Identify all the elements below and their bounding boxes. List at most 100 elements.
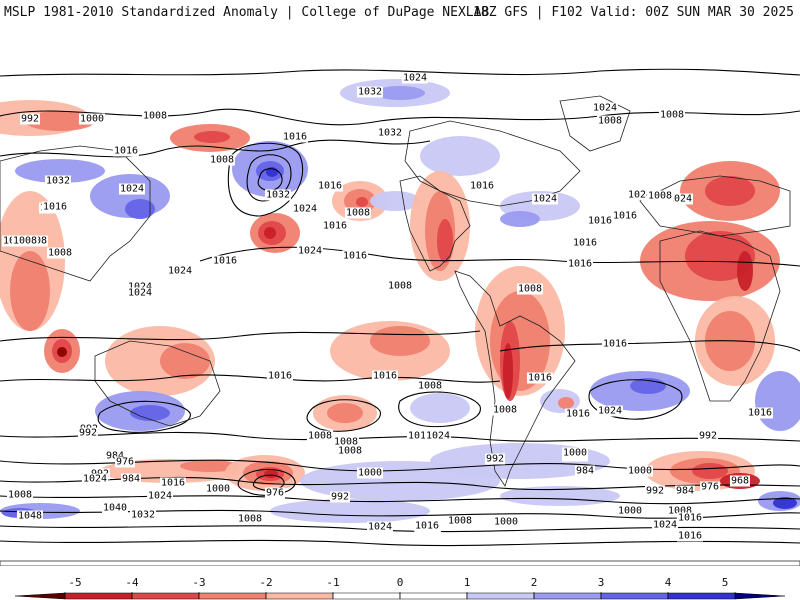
anomaly-cell (500, 486, 620, 506)
isobar-label: 1016 (341, 250, 369, 262)
isobar-label: 992 (77, 427, 99, 439)
isobar-label: 1024 (126, 281, 154, 293)
anomaly-cell (270, 499, 430, 523)
colorbar-segment (64, 592, 133, 600)
colorbar-segment (600, 592, 669, 600)
coastline (454, 270, 576, 487)
anomaly-cell (356, 197, 368, 207)
anomaly-cell (755, 371, 800, 431)
colorbar-graphic (14, 592, 786, 600)
isobar-label: 1008 (141, 110, 169, 122)
isobar-label: 1024 (291, 203, 319, 215)
isobar-label: 1008 (596, 115, 624, 127)
anomaly-cell (503, 343, 513, 399)
isobar-label: 984 (574, 465, 596, 477)
colorbar-tick-label: 3 (597, 576, 605, 589)
anomaly-cell (737, 251, 753, 291)
isobar-label: 1016 (316, 180, 344, 192)
colorbar-tick-label: 4 (664, 576, 672, 589)
isobar-label: 1000 (204, 483, 232, 495)
isobar-label: 984 (104, 450, 126, 462)
isobar-label: 984 (674, 485, 696, 497)
map-panel: 1024 1032 1024 992 1000 1008 1008 1016 1016 1008 1… (0, 41, 800, 566)
isobar-line (306, 399, 381, 432)
isobar-label: 1016 (611, 210, 639, 222)
anomaly-cell (420, 136, 500, 176)
isobar-label: 1008 (236, 513, 264, 525)
isobar-label: 1024 (531, 193, 559, 205)
isobar-label: 1024 (401, 72, 429, 84)
isobar-line (257, 168, 283, 192)
anomaly-cell (773, 497, 797, 509)
isobar-label: 1032 (44, 175, 72, 187)
isobar-label: 1016 (413, 520, 441, 532)
isobar-label: 1024 (81, 473, 109, 485)
isobar-label: 976 (264, 487, 286, 499)
isobar-label: 1024 (166, 265, 194, 277)
isobar-label: 1016 (159, 477, 187, 489)
colorbar-arrow-left (14, 592, 66, 600)
isobar-label: 1008 (386, 280, 414, 292)
isobar-line (97, 400, 191, 433)
colorbar-segment (399, 592, 468, 600)
isobar-label: 992 (697, 430, 719, 442)
isobar-label: 1024 (146, 490, 174, 502)
colorbar-tick-label: 1 (463, 576, 471, 589)
isobar-label: 1024 (366, 521, 394, 533)
isobar-label: 1008 (646, 190, 674, 202)
colorbar-tick-label: -1 (326, 576, 340, 589)
isobar-label: 1032 (264, 189, 292, 201)
colorbar-segment (466, 592, 535, 600)
coastline (0, 145, 151, 282)
colorbar-tick-label: -4 (125, 576, 139, 589)
isobar-label: 1032 (356, 86, 384, 98)
isobar-label: 1024 (651, 519, 679, 531)
isobar-label: 992 (484, 453, 506, 465)
anomaly-cell (15, 159, 105, 183)
coastline (659, 230, 781, 402)
isobar-label: 1000 (616, 505, 644, 517)
coastline (639, 175, 791, 237)
isobar-label: 1032 (376, 127, 404, 139)
chart-title: MSLP 1981-2010 Standardized Anomaly | Co… (4, 5, 490, 20)
anomaly-cell (370, 326, 430, 356)
isobar-label: 1016 (564, 408, 592, 420)
isobar-label: 968 (729, 475, 751, 487)
coastline (0, 560, 800, 566)
isobar-line (0, 431, 800, 442)
anomaly-shading-layer (0, 79, 800, 523)
isobar-label: 1024 (596, 405, 624, 417)
anomaly-cell (437, 219, 453, 263)
isobars-layer (0, 68, 800, 547)
isobar-label: 1008 (516, 283, 544, 295)
isobar-line (0, 539, 800, 547)
isobar-label: 1024 (591, 102, 619, 114)
isobar-label: 1000 (492, 516, 520, 528)
isobar-line (0, 68, 800, 77)
isobar-label: 1008 (666, 505, 694, 517)
colorbar-tick-label: 5 (721, 576, 729, 589)
isobar-label: 1000 (626, 465, 654, 477)
anomaly-cell (410, 393, 470, 423)
isobar-label: 1024 (424, 430, 452, 442)
isobar-label: 1016 (468, 180, 496, 192)
anomaly-cell (264, 227, 276, 239)
isobar-label: 1024 (296, 245, 324, 257)
anomaly-cell (692, 463, 728, 479)
isobar-label: 984 (120, 473, 142, 485)
coastlines-layer (0, 95, 800, 566)
isobar-label: 1024 (126, 287, 154, 299)
isobar-label: 1008 (332, 436, 360, 448)
isobar-line (199, 246, 800, 267)
anomaly-cell (375, 86, 425, 100)
isobar-line (0, 495, 800, 505)
isobar-line (227, 142, 304, 217)
isobar-label: 1008 (46, 247, 74, 259)
isobar-label: 1040 (101, 502, 129, 514)
colorbar-tick-label: -2 (259, 576, 273, 589)
isobar-label: 1032 (129, 509, 157, 521)
anomaly-cell (370, 191, 420, 211)
isobar-label: 976 (699, 481, 721, 493)
isobar-label: 1008 (11, 235, 39, 247)
